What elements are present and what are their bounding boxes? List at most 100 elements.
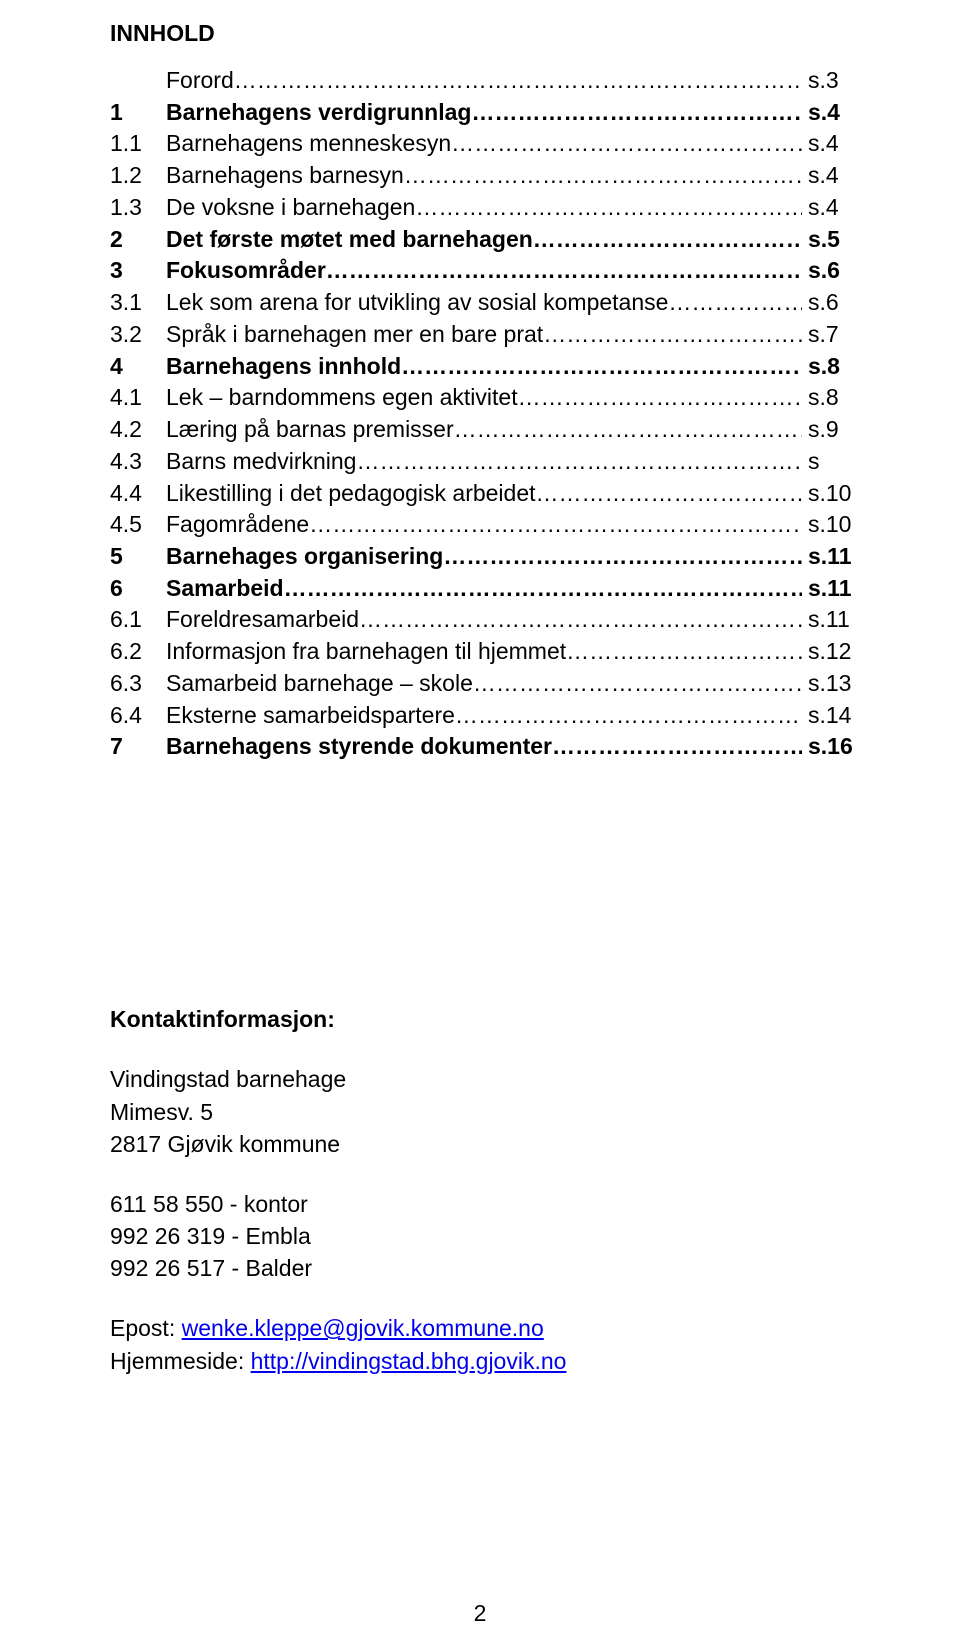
- toc-number: 7: [110, 731, 166, 763]
- website-link[interactable]: http://vindingstad.bhg.gjovik.no: [251, 1348, 567, 1374]
- toc-entry: 6.2Informasjon fra barnehagen til hjemme…: [110, 636, 860, 668]
- toc-number: 1.2: [110, 160, 166, 192]
- toc-leader: [552, 731, 802, 763]
- toc-number: 3: [110, 255, 166, 287]
- toc-label: Eksterne samarbeidspartere: [166, 700, 455, 732]
- toc-page: s.14: [802, 700, 860, 732]
- toc-page: s.13: [802, 668, 860, 700]
- toc-label: Fagområdene: [166, 509, 309, 541]
- phone-line: 992 26 319 - Embla: [110, 1220, 860, 1252]
- toc-leader: [309, 509, 802, 541]
- toc-leader: [471, 97, 802, 129]
- toc-number: 3.1: [110, 287, 166, 319]
- toc-label: Informasjon fra barnehagen til hjemmet: [166, 636, 566, 668]
- toc-leader: [518, 382, 802, 414]
- toc-page: s.10: [802, 509, 860, 541]
- toc-page: s.7: [802, 319, 860, 351]
- toc-label: Lek – barndommens egen aktivitet: [166, 382, 518, 414]
- toc-label: Lek som arena for utvikling av sosial ko…: [166, 287, 668, 319]
- website-label: Hjemmeside:: [110, 1348, 251, 1374]
- toc-entry: 3Fokusområders.6: [110, 255, 860, 287]
- page-number: 2: [0, 1600, 960, 1627]
- document-page: INNHOLD Forords.31Barnehagens verdigrunn…: [0, 0, 960, 1639]
- toc-entry: 4.3Barns medvirkning s: [110, 446, 860, 478]
- contact-block: Kontaktinformasjon: Vindingstad barnehag…: [110, 1003, 860, 1377]
- phone-line: 611 58 550 - kontor: [110, 1188, 860, 1220]
- toc-leader: [473, 668, 802, 700]
- toc-entry: 4.1Lek – barndommens egen aktivitets.8: [110, 382, 860, 414]
- toc-number: 4.2: [110, 414, 166, 446]
- toc-number: 6: [110, 573, 166, 605]
- toc-label: Barnehagens innhold: [166, 351, 401, 383]
- toc-number: 4.5: [110, 509, 166, 541]
- toc-label: Fokusområder: [166, 255, 326, 287]
- toc-page: s.8: [802, 351, 860, 383]
- toc-leader: [356, 446, 802, 478]
- toc-number: 4.3: [110, 446, 166, 478]
- contact-email-line: Epost: wenke.kleppe@gjovik.kommune.no: [110, 1312, 860, 1344]
- toc-leader: [543, 319, 802, 351]
- toc-page: s.12: [802, 636, 860, 668]
- toc-entry: 7Barnehagens styrende dokumenters.16: [110, 731, 860, 763]
- toc-label: De voksne i barnehagen: [166, 192, 415, 224]
- toc-label: Det første møtet med barnehagen: [166, 224, 533, 256]
- toc-entry: 3.2Språk i barnehagen mer en bare prats.…: [110, 319, 860, 351]
- email-label: Epost:: [110, 1315, 182, 1341]
- toc-leader: [454, 414, 802, 446]
- address-line: Vindingstad barnehage: [110, 1063, 860, 1095]
- toc-entry: 6Samarbeids.11: [110, 573, 860, 605]
- toc-page: s.11: [802, 573, 860, 605]
- toc-entry: 1.1Barnehagens menneskesyns.4: [110, 128, 860, 160]
- toc-page: s.3: [802, 65, 860, 97]
- toc-leader: [451, 128, 802, 160]
- toc-page: s.6: [802, 287, 860, 319]
- toc-number: [110, 65, 166, 97]
- table-of-contents: Forords.31Barnehagens verdigrunnlags.41.…: [110, 65, 860, 763]
- toc-entry: 4Barnehagens innhold s.8: [110, 351, 860, 383]
- toc-label: Barns medvirkning: [166, 446, 356, 478]
- toc-leader: [359, 604, 802, 636]
- toc-entry: 1.3De voksne i barnehagens.4: [110, 192, 860, 224]
- toc-entry: 1Barnehagens verdigrunnlags.4: [110, 97, 860, 129]
- toc-leader: [326, 255, 802, 287]
- toc-number: 6.4: [110, 700, 166, 732]
- toc-entry: 2Det første møtet med barnehagen s.5: [110, 224, 860, 256]
- contact-address: Vindingstad barnehage Mimesv. 5 2817 Gjø…: [110, 1063, 860, 1160]
- toc-entry: 1.2Barnehagens barnesyns.4: [110, 160, 860, 192]
- toc-page: s: [802, 446, 860, 478]
- toc-page: s.16: [802, 731, 860, 763]
- address-line: Mimesv. 5: [110, 1096, 860, 1128]
- toc-label: Barnehagens verdigrunnlag: [166, 97, 471, 129]
- toc-entry: Forord s.3: [110, 65, 860, 97]
- toc-leader: [404, 160, 802, 192]
- toc-leader: [415, 192, 802, 224]
- toc-label: Forord: [166, 65, 234, 97]
- toc-label: Samarbeid barnehage – skole: [166, 668, 473, 700]
- toc-entry: 4.5Fagområdene s.10: [110, 509, 860, 541]
- toc-leader: [284, 573, 802, 605]
- toc-number: 2: [110, 224, 166, 256]
- toc-entry: 6.3Samarbeid barnehage – skole s.13: [110, 668, 860, 700]
- email-link[interactable]: wenke.kleppe@gjovik.kommune.no: [182, 1315, 544, 1341]
- toc-leader: [443, 541, 802, 573]
- toc-label: Læring på barnas premisser: [166, 414, 454, 446]
- toc-number: 4.4: [110, 478, 166, 510]
- toc-leader: [536, 478, 802, 510]
- toc-number: 4: [110, 351, 166, 383]
- toc-page: s.4: [802, 97, 860, 129]
- toc-page: s.4: [802, 128, 860, 160]
- toc-number: 6.3: [110, 668, 166, 700]
- toc-page: s.5: [802, 224, 860, 256]
- toc-leader: [455, 700, 802, 732]
- toc-leader: [234, 65, 802, 97]
- toc-label: Foreldresamarbeid: [166, 604, 359, 636]
- phone-line: 992 26 517 - Balder: [110, 1252, 860, 1284]
- toc-leader: [566, 636, 802, 668]
- toc-leader: [401, 351, 802, 383]
- toc-leader: [533, 224, 802, 256]
- toc-label: Språk i barnehagen mer en bare prat: [166, 319, 543, 351]
- address-line: 2817 Gjøvik kommune: [110, 1128, 860, 1160]
- toc-label: Likestilling i det pedagogisk arbeidet: [166, 478, 536, 510]
- contact-website-line: Hjemmeside: http://vindingstad.bhg.gjovi…: [110, 1345, 860, 1377]
- toc-number: 1.1: [110, 128, 166, 160]
